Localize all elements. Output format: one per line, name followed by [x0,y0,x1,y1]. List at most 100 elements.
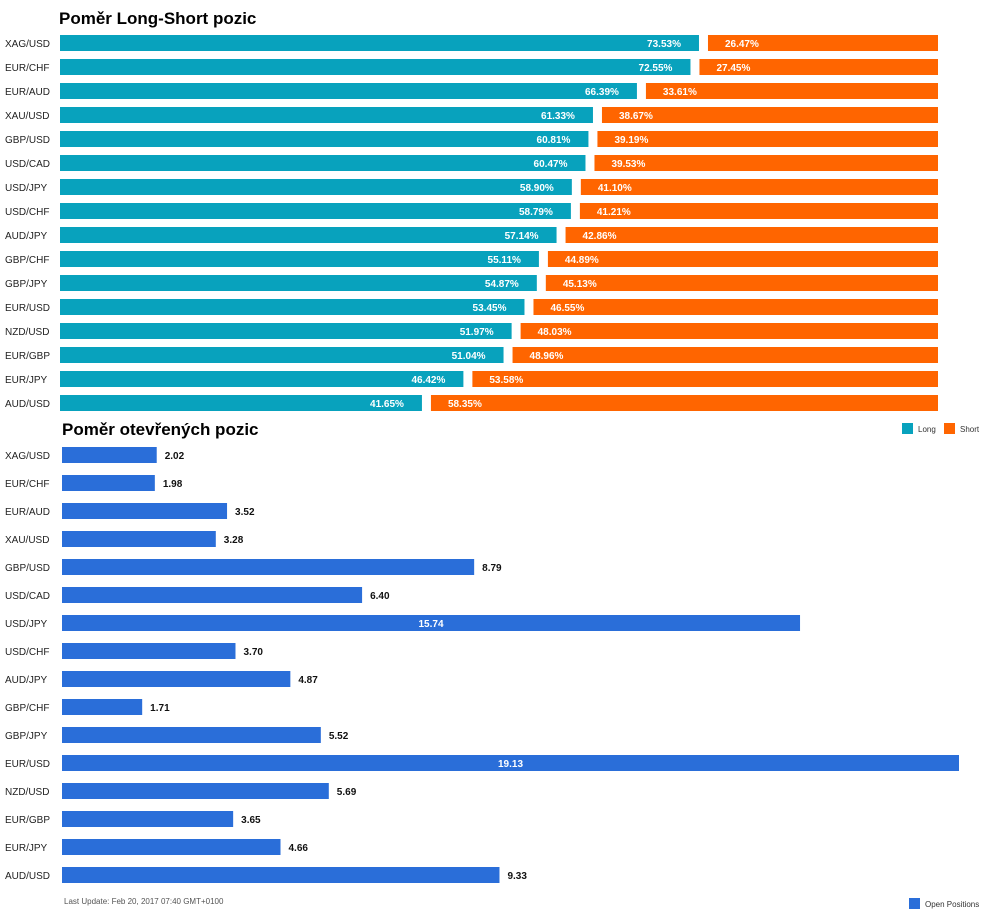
open-positions-value-label-eur-chf: 1.98 [163,479,183,490]
short-bar-aud-usd [430,395,938,411]
open-positions-legend: Open Positions [909,898,979,909]
short-value-label-eur-jpy: 53.58% [489,375,523,386]
op-category-label-usd-chf: USD/CHF [5,647,49,658]
long-value-label-aud-jpy: 57.14% [505,231,539,242]
open-positions-bar-aud-usd [62,867,500,883]
ls-category-label-eur-aud: EUR/AUD [5,87,50,98]
open-positions-value-label-xag-usd: 2.02 [165,451,185,462]
open-positions-chart-title: Poměr otevřených pozic [62,420,259,439]
ls-category-label-aud-jpy: AUD/JPY [5,231,48,242]
legend-short-label: Short [960,425,980,434]
ls-category-label-eur-usd: EUR/USD [5,303,50,314]
long-value-label-eur-chf: 72.55% [639,63,673,74]
short-value-label-eur-gbp: 48.96% [530,351,564,362]
open-positions-value-label-usd-jpy: 15.74 [419,619,444,630]
legend-open-positions-label: Open Positions [925,900,979,909]
open-positions-value-label-eur-usd: 19.13 [498,759,523,770]
open-positions-bar-usd-jpy [62,615,801,631]
open-positions-bar-nzd-usd [62,783,329,799]
short-bar-xag-usd [707,35,938,51]
long-bar-eur-aud [60,83,637,99]
op-category-label-aud-jpy: AUD/JPY [5,675,48,686]
long-value-label-eur-aud: 66.39% [585,87,619,98]
long-value-label-usd-chf: 58.79% [519,207,553,218]
open-positions-bar-usd-chf [62,643,236,659]
ls-category-label-nzd-usd: NZD/USD [5,327,49,338]
open-positions-value-label-eur-aud: 3.52 [235,507,255,518]
open-positions-value-label-gbp-jpy: 5.52 [329,731,349,742]
ls-category-label-usd-chf: USD/CHF [5,207,49,218]
short-bar-aud-jpy [565,227,938,243]
open-positions-bar-usd-cad [62,587,363,603]
ls-category-label-gbp-usd: GBP/USD [5,135,50,146]
open-positions-bar-gbp-usd [62,559,475,575]
short-bar-eur-aud [645,83,938,99]
short-bar-eur-gbp [512,347,938,363]
long-value-label-usd-cad: 60.47% [534,159,568,170]
op-category-label-gbp-jpy: GBP/JPY [5,731,48,742]
long-bar-gbp-jpy [60,275,537,291]
open-positions-value-label-usd-chf: 3.70 [243,647,263,658]
long-bar-xag-usd [60,35,699,51]
ls-category-label-gbp-chf: GBP/CHF [5,255,49,266]
legend-short-swatch [944,423,955,434]
legend-long-label: Long [918,425,936,434]
short-value-label-gbp-jpy: 45.13% [563,279,597,290]
open-positions-value-label-usd-cad: 6.40 [370,591,390,602]
open-positions-value-label-aud-jpy: 4.87 [298,675,318,686]
op-category-label-usd-jpy: USD/JPY [5,619,48,630]
long-bar-gbp-chf [60,251,539,267]
ls-category-label-aud-usd: AUD/USD [5,399,50,410]
long-bar-gbp-usd [60,131,589,147]
short-value-label-eur-usd: 46.55% [550,303,584,314]
ls-category-label-eur-jpy: EUR/JPY [5,375,48,386]
op-category-label-eur-aud: EUR/AUD [5,507,50,518]
short-bar-usd-jpy [580,179,938,195]
long-bar-usd-cad [60,155,586,171]
op-category-label-nzd-usd: NZD/USD [5,787,49,798]
long-value-label-eur-usd: 53.45% [473,303,507,314]
short-value-label-xau-usd: 38.67% [619,111,653,122]
short-bar-nzd-usd [520,323,938,339]
short-value-label-usd-chf: 41.21% [597,207,631,218]
short-bar-gbp-usd [597,131,938,147]
open-positions-bar-gbp-jpy [62,727,321,743]
short-bar-usd-cad [594,155,938,171]
last-update-text: Last Update: Feb 20, 2017 07:40 GMT+0100 [64,897,224,906]
open-positions-value-label-gbp-chf: 1.71 [150,703,170,714]
ls-category-label-xau-usd: XAU/USD [5,111,49,122]
long-bar-xau-usd [60,107,593,123]
open-positions-value-label-eur-gbp: 3.65 [241,815,261,826]
ls-category-label-usd-jpy: USD/JPY [5,183,48,194]
short-value-label-gbp-usd: 39.19% [614,135,648,146]
long-value-label-gbp-jpy: 54.87% [485,279,519,290]
short-bar-eur-chf [699,59,938,75]
open-positions-bar-eur-aud [62,503,228,519]
short-value-label-gbp-chf: 44.89% [565,255,599,266]
long-short-chart-title: Poměr Long-Short pozic [59,9,256,28]
short-value-label-xag-usd: 26.47% [725,39,759,50]
long-value-label-xag-usd: 73.53% [647,39,681,50]
op-category-label-gbp-chf: GBP/CHF [5,703,49,714]
open-positions-value-label-nzd-usd: 5.69 [337,787,357,798]
short-bar-eur-jpy [472,371,938,387]
short-value-label-usd-cad: 39.53% [611,159,645,170]
long-value-label-aud-usd: 41.65% [370,399,404,410]
op-category-label-aud-usd: AUD/USD [5,871,50,882]
op-category-label-gbp-usd: GBP/USD [5,563,50,574]
long-value-label-nzd-usd: 51.97% [460,327,494,338]
long-value-label-eur-jpy: 46.42% [411,375,445,386]
open-positions-bar-xau-usd [62,531,216,547]
open-positions-bar-eur-usd [62,755,959,771]
open-positions-value-label-xau-usd: 3.28 [224,535,244,546]
open-positions-value-label-aud-usd: 9.33 [507,871,527,882]
legend-open-positions-swatch [909,898,920,909]
long-value-label-gbp-chf: 55.11% [488,255,521,266]
long-bar-eur-chf [60,59,691,75]
op-category-label-xau-usd: XAU/USD [5,535,49,546]
long-bar-aud-jpy [60,227,557,243]
short-value-label-usd-jpy: 41.10% [598,183,632,194]
short-bar-xau-usd [601,107,938,123]
ls-category-label-gbp-jpy: GBP/JPY [5,279,48,290]
